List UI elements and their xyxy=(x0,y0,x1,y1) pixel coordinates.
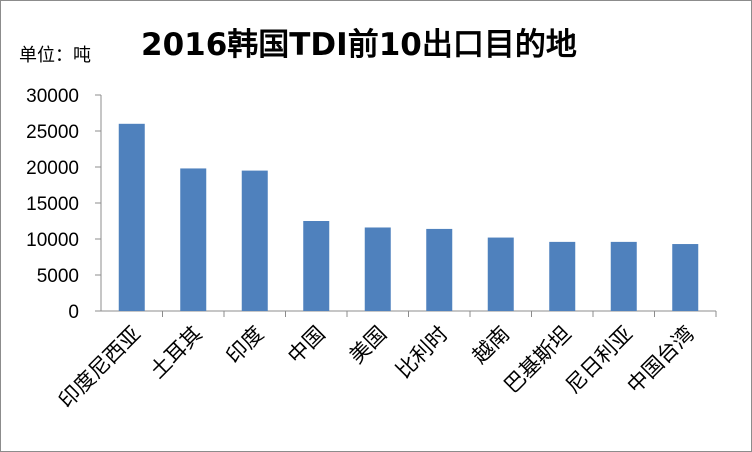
x-category-label: 美国 xyxy=(345,322,392,369)
x-category-label: 巴基斯坦 xyxy=(499,322,575,398)
bar xyxy=(364,227,391,311)
bar xyxy=(487,237,514,311)
bar xyxy=(303,221,330,311)
chart-title: 2016韩国TDI前10出口目的地 xyxy=(141,27,577,63)
y-tick-label: 10000 xyxy=(26,230,79,251)
bar xyxy=(549,241,576,311)
x-category-label: 土耳其 xyxy=(145,322,207,384)
x-category-label: 尼日利亚 xyxy=(561,322,637,398)
bar xyxy=(241,170,268,311)
y-tick-label: 5000 xyxy=(37,266,79,287)
x-category-label: 中国台湾 xyxy=(622,322,698,398)
y-tick-label: 0 xyxy=(68,302,79,323)
bar xyxy=(180,168,207,311)
x-category-label: 中国 xyxy=(283,322,330,369)
x-category-label: 印度 xyxy=(222,322,269,369)
bar xyxy=(426,228,453,311)
y-tick-label: 20000 xyxy=(26,158,79,179)
bar xyxy=(672,244,699,311)
bar xyxy=(118,123,145,311)
bars xyxy=(118,123,699,311)
unit-label: 单位：吨 xyxy=(19,45,91,66)
bar xyxy=(610,241,637,311)
y-tick-label: 30000 xyxy=(26,86,79,107)
x-category-label: 印度尼西亚 xyxy=(54,322,145,413)
y-tick-label: 25000 xyxy=(26,122,79,143)
x-category-label: 越南 xyxy=(468,322,515,369)
y-tick-label: 15000 xyxy=(26,194,79,215)
y-axis-ticks: 0 5000 10000 15000 20000 25000 30000 xyxy=(26,86,101,323)
x-category-label: 比利时 xyxy=(391,322,453,384)
